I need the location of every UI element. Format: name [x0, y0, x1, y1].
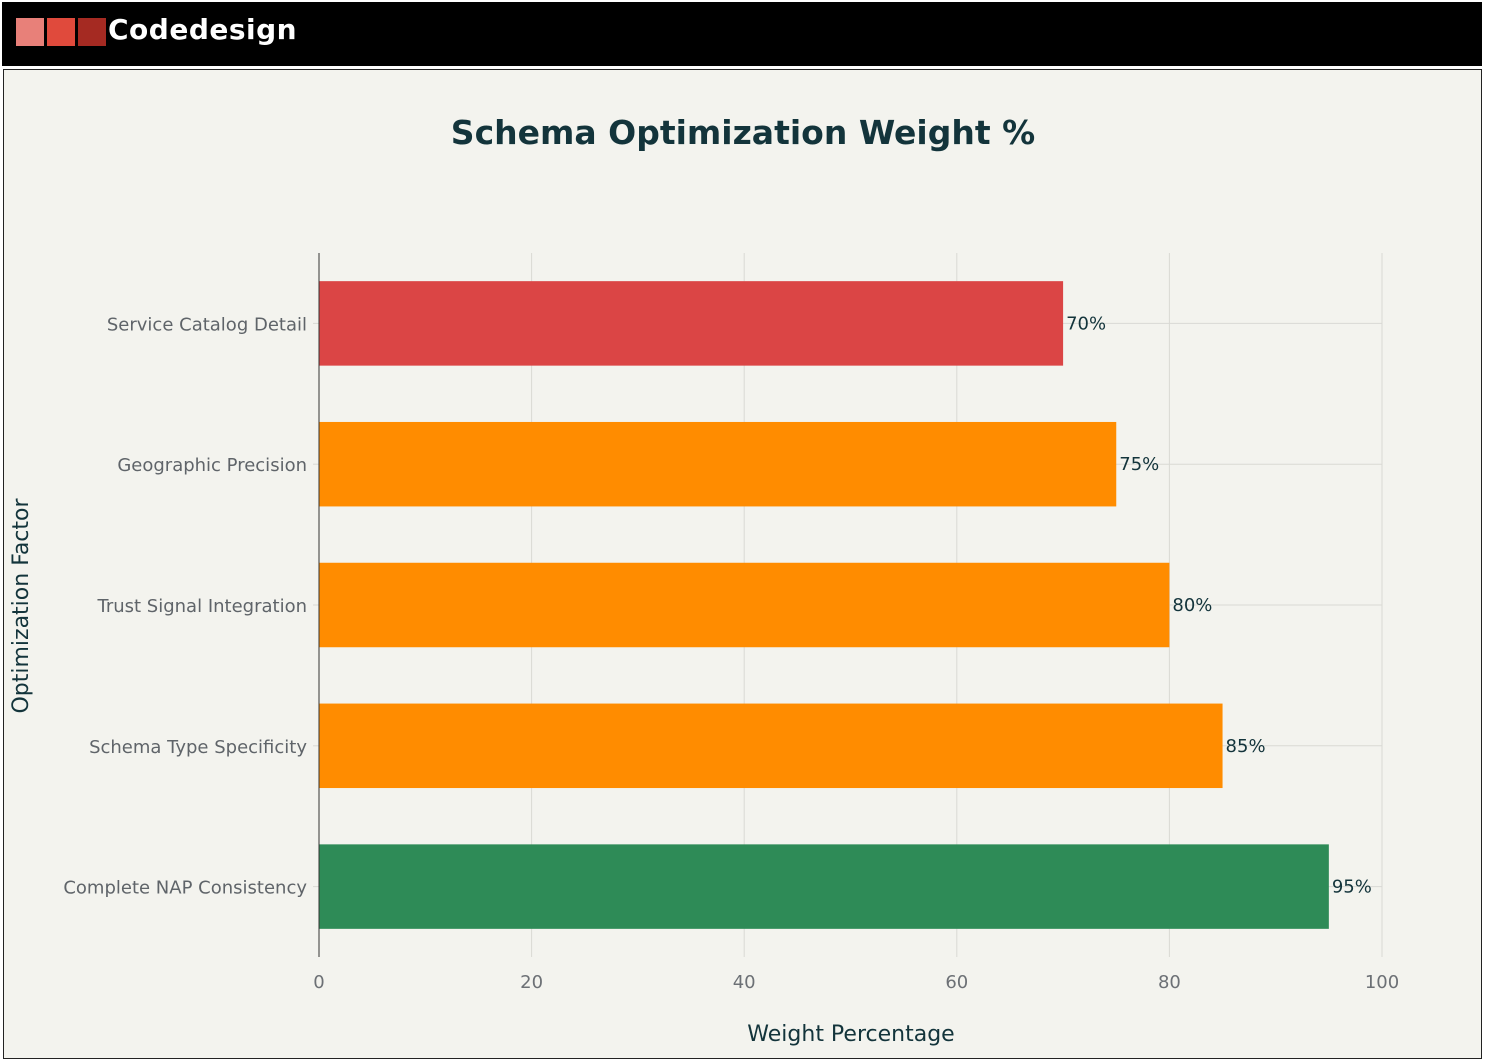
chart-panel: Schema Optimization Weight % 0 20 40 60 80 10…	[3, 69, 1482, 1059]
x-tick-label: 40	[733, 972, 756, 993]
x-tick-label: 0	[313, 972, 324, 993]
chart-title: Schema Optimization Weight %	[451, 113, 1035, 152]
header-bar: Codedesign	[2, 2, 1482, 66]
logo-square-light	[16, 18, 44, 46]
bar-value-label: 85%	[1226, 736, 1266, 757]
bar	[319, 421, 1117, 507]
logo-text: Codedesign	[108, 13, 298, 46]
bar	[319, 844, 1329, 929]
bar	[319, 703, 1223, 789]
x-tick-label: 60	[945, 972, 968, 993]
x-tick-label: 100	[1365, 972, 1399, 993]
category-label: Trust Signal Integration	[96, 596, 307, 617]
logo-square-medium	[47, 18, 75, 46]
x-tick-label: 20	[520, 972, 543, 993]
x-axis-title: Weight Percentage	[747, 1022, 954, 1047]
bar-value-label: 95%	[1332, 877, 1372, 898]
bars	[319, 281, 1329, 929]
labels: 0 20 40 60 80 100 70% Service Catalog Detail 75%…	[63, 313, 1399, 993]
logo-square-dark	[78, 18, 106, 46]
category-label: Complete NAP Consistency	[63, 878, 307, 899]
bar-value-label: 75%	[1119, 454, 1159, 475]
category-label: Geographic Precision	[117, 455, 307, 476]
bar-value-label: 80%	[1172, 595, 1212, 616]
bar	[319, 562, 1170, 648]
axes	[313, 253, 320, 957]
bar-chart: Schema Optimization Weight % 0 20 40 60 80 10…	[9, 113, 1399, 1047]
x-tick-label: 80	[1158, 972, 1181, 993]
bar-value-label: 70%	[1066, 313, 1106, 334]
bar	[319, 281, 1064, 366]
category-label: Schema Type Specificity	[89, 737, 307, 758]
category-label: Service Catalog Detail	[107, 314, 307, 335]
y-axis-title: Optimization Factor	[9, 498, 34, 714]
